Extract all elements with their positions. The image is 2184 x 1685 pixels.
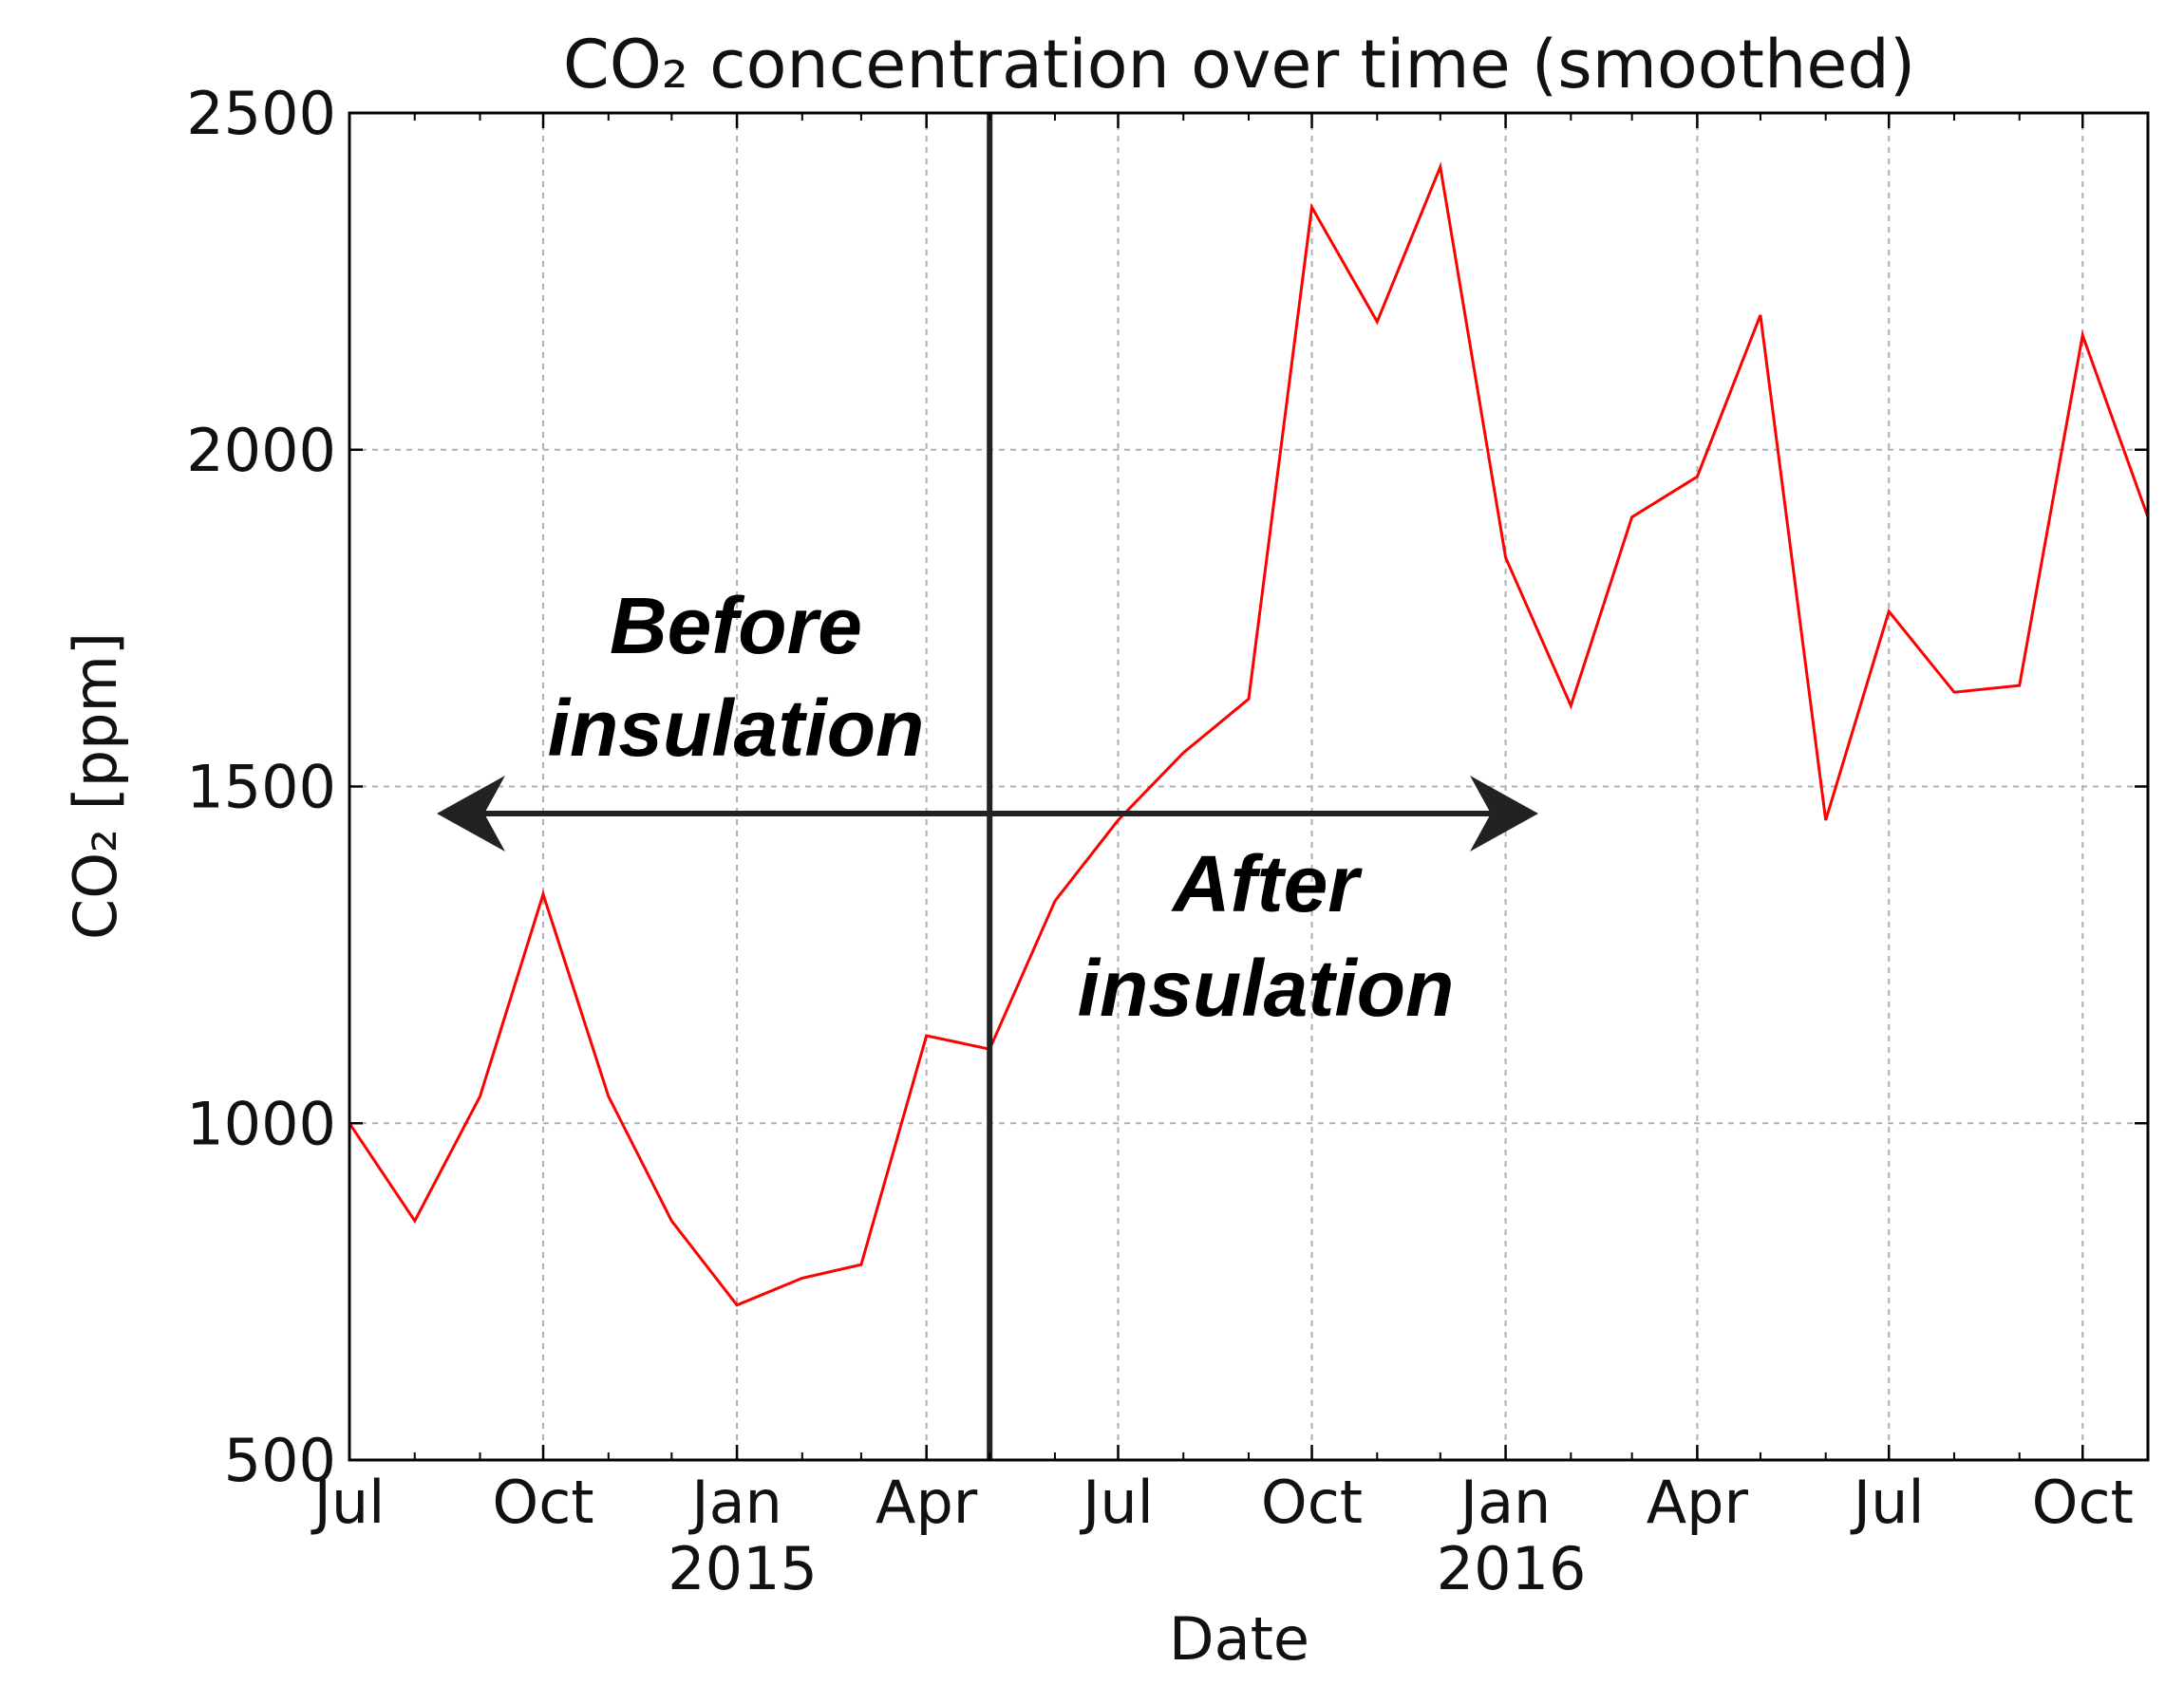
before-insulation-label: Before <box>610 581 862 670</box>
x-tick-label: Jul <box>311 1468 386 1537</box>
x-tick-label: Jul <box>1850 1468 1925 1537</box>
x-tick-label: Apr <box>1647 1468 1749 1537</box>
x-tick-label: Jan <box>1457 1468 1552 1537</box>
y-tick-label: 1500 <box>186 753 336 822</box>
arrow-left-head <box>437 776 505 852</box>
x-tick-label: Apr <box>875 1468 978 1537</box>
before-insulation-label-line2: insulation <box>548 683 925 773</box>
y-axis: 500 1000 1500 2000 2500 <box>186 79 2148 1495</box>
chart-title: CO₂ concentration over time (smoothed) <box>563 26 1915 103</box>
arrow-right-head <box>1470 776 1538 852</box>
annotation-layer: Before insulation After insulation <box>437 113 1538 1460</box>
after-insulation-label: After <box>1171 839 1363 928</box>
y-tick-label: 2500 <box>186 79 336 148</box>
y-axis-label: CO₂ [ppm] <box>61 632 130 940</box>
x-tick-label: Oct <box>492 1468 593 1537</box>
x-tick-label: Oct <box>2032 1468 2134 1537</box>
x-tick-label: Jan <box>687 1468 782 1537</box>
after-insulation-label-line2: insulation <box>1078 944 1455 1033</box>
x-tick-label: Oct <box>1261 1468 1363 1537</box>
y-tick-label: 500 <box>224 1426 336 1495</box>
grid-lines <box>349 113 2148 1460</box>
x-axis-label: Date <box>1169 1604 1309 1674</box>
x-year-label: 2016 <box>1437 1534 1587 1603</box>
y-tick-label: 1000 <box>186 1089 336 1158</box>
x-year-label: 2015 <box>668 1534 818 1603</box>
y-tick-label: 2000 <box>186 416 336 485</box>
x-tick-label: Jul <box>1079 1468 1154 1537</box>
